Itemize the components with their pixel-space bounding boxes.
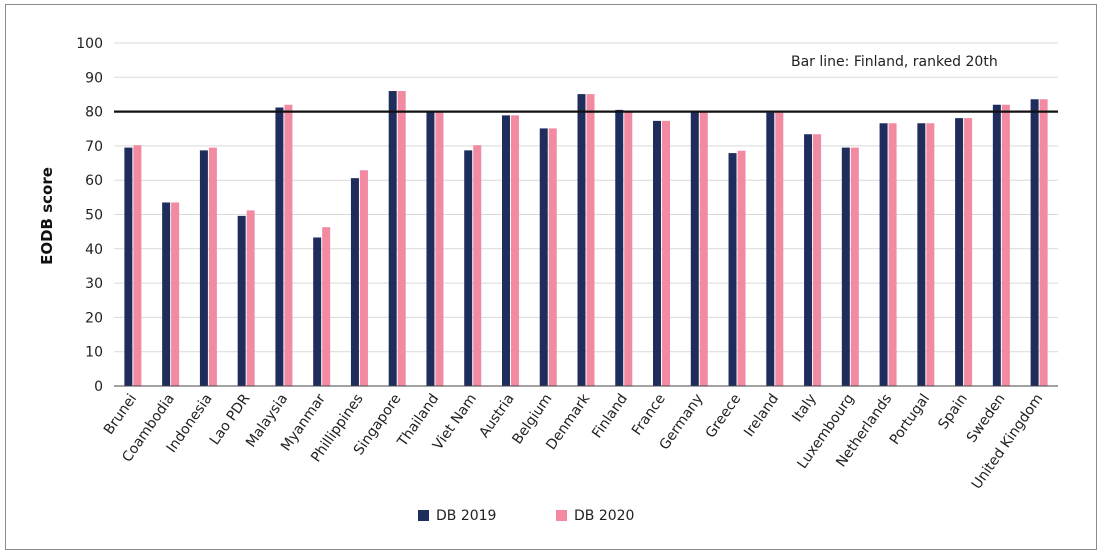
category-label: Brunei [101, 391, 140, 438]
category-label: Austria [476, 391, 517, 441]
bar-db2020 [208, 147, 217, 386]
legend-label: DB 2020 [574, 508, 634, 524]
bar-db2019 [350, 178, 359, 386]
bar-db2019 [388, 91, 397, 387]
legend-swatch [418, 510, 429, 521]
bar-db2019 [539, 128, 548, 387]
y-tick-label: 20 [85, 310, 103, 326]
bar-db2019 [690, 112, 699, 386]
bar-db2020 [246, 210, 255, 386]
bar-db2019 [124, 147, 133, 386]
bar-db2019 [464, 150, 473, 386]
y-tick-label: 60 [85, 173, 103, 189]
bar-db2020 [813, 134, 822, 386]
bar-db2020 [548, 128, 557, 387]
bar-db2019 [275, 107, 284, 386]
bar-db2020 [964, 118, 973, 386]
y-tick-label: 10 [85, 345, 103, 361]
bar-db2020 [1039, 99, 1048, 386]
y-tick-label: 70 [85, 139, 103, 155]
bar-db2020 [850, 147, 859, 386]
bar-db2020 [1001, 104, 1010, 387]
y-axis-title: EODB score [38, 167, 56, 265]
category-label: Finland [589, 391, 631, 441]
y-tick-label: 30 [85, 276, 103, 292]
category-label: Spain [935, 391, 971, 432]
reference-annotation: Bar line: Finland, ranked 20th [791, 54, 998, 70]
y-tick-label: 80 [85, 105, 103, 121]
bar-db2019 [728, 153, 737, 386]
bar-db2020 [662, 120, 671, 387]
legend-swatch [556, 510, 567, 521]
gridlines [114, 42, 1058, 353]
category-label: France [629, 391, 669, 438]
bar-db2020 [775, 112, 784, 386]
bar-db2020 [510, 115, 519, 387]
bar-db2019 [313, 237, 322, 386]
bar-db2019 [653, 120, 662, 387]
bar-db2020 [133, 145, 142, 386]
bar-db2019 [841, 147, 850, 386]
bar-db2020 [888, 123, 897, 387]
bar-db2020 [473, 145, 482, 386]
bar-db2019 [577, 94, 586, 387]
bar-db2020 [624, 110, 633, 386]
bar-db2020 [699, 112, 708, 386]
bar-db2019 [199, 150, 208, 386]
bar-db2020 [171, 202, 180, 386]
bar-db2020 [737, 150, 746, 386]
bar-db2019 [1030, 99, 1039, 386]
bar-db2020 [322, 227, 331, 386]
bar-db2020 [359, 170, 368, 386]
bar-db2019 [917, 123, 926, 387]
y-tick-label: 90 [85, 70, 103, 86]
bar-db2019 [426, 111, 435, 387]
legend: DB 2019 DB 2020 [418, 508, 634, 524]
category-label: Greece [703, 391, 745, 441]
bar-db2019 [879, 123, 888, 387]
bar-db2019 [615, 109, 624, 386]
category-label: Ireland [741, 391, 782, 440]
bar-db2019 [955, 118, 964, 386]
bar-db2019 [766, 112, 775, 386]
bar-db2019 [804, 134, 813, 386]
category-label: United Kingdom [969, 391, 1047, 492]
category-label: Italy [789, 391, 820, 425]
bar-db2020 [926, 123, 935, 387]
bar-db2020 [397, 91, 406, 387]
bar-db2020 [586, 94, 595, 387]
bar-db2020 [435, 111, 444, 386]
bars [124, 91, 1048, 387]
bar-db2019 [992, 104, 1001, 387]
bar-db2019 [162, 202, 171, 386]
bar-db2020 [284, 104, 293, 387]
y-tick-labels: 0 10 20 30 40 50 60 70 80 90 100 [76, 36, 103, 395]
y-tick-label: 40 [85, 242, 103, 258]
bar-db2019 [237, 215, 246, 386]
legend-label: DB 2019 [436, 508, 496, 524]
y-tick-label: 0 [94, 379, 103, 395]
y-tick-label: 50 [85, 208, 103, 224]
bar-db2019 [501, 115, 510, 387]
y-tick-label: 100 [76, 36, 103, 52]
